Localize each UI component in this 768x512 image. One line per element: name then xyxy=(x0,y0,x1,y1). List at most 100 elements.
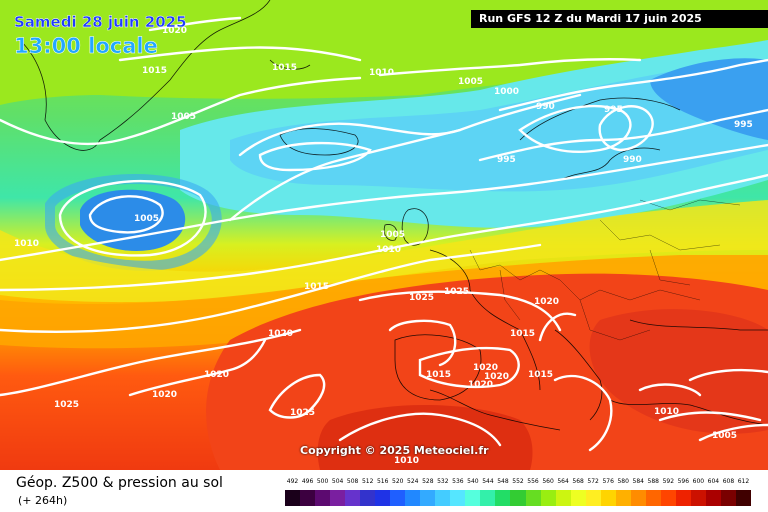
isobar-label: 1015 xyxy=(426,370,451,380)
color-scale-swatch xyxy=(615,490,631,506)
isobar-label: 1010 xyxy=(14,239,39,249)
isobar-label: 1020 xyxy=(473,363,498,373)
isobar-label: 995 xyxy=(604,105,623,115)
isobar-labels: 1020 1015 1015 1010 1005 1000 990 995 99… xyxy=(14,26,753,466)
color-scale-label: 592 xyxy=(662,478,675,485)
isobar-label: 1010 xyxy=(369,68,394,78)
color-scale-labels: 492 496 500 504 508 512 516 520 524 528 532 536 540 5… xyxy=(285,478,751,488)
color-scale-swatch xyxy=(585,490,601,506)
legend-title: Géop. Z500 & pression au sol xyxy=(16,475,223,491)
isobar-label: 1000 xyxy=(494,87,519,97)
isobar-label: 1020 xyxy=(484,372,509,382)
color-scale-label: 568 xyxy=(572,478,584,485)
color-scale-label: 536 xyxy=(452,478,464,485)
legend-subtitle: (+ 264h) xyxy=(18,494,68,507)
color-scale-label: 516 xyxy=(376,478,389,485)
isobar-label: 1020 xyxy=(152,390,177,400)
color-scale-swatch xyxy=(360,490,376,506)
color-scale-label: 584 xyxy=(632,478,644,485)
isobar-label: 990 xyxy=(536,102,555,112)
forecast-date: Samedi 28 juin 2025 xyxy=(14,13,187,31)
color-scale-swatch xyxy=(735,490,751,506)
isobar-label: 1015 xyxy=(510,329,535,339)
color-scale-label: 500 xyxy=(316,478,329,485)
color-scale-swatch xyxy=(600,490,616,506)
isobar-label: 1020 xyxy=(534,297,559,307)
color-scale-swatch xyxy=(420,490,436,506)
color-scale-label: 576 xyxy=(602,478,614,485)
color-scale-swatch xyxy=(645,490,661,506)
color-scale-label: 588 xyxy=(647,478,659,485)
color-scale-swatch xyxy=(540,490,556,506)
color-scale-label: 544 xyxy=(482,478,494,485)
borders xyxy=(469,199,741,341)
band-blue-ne xyxy=(650,58,768,140)
color-scale-swatch xyxy=(630,490,646,506)
color-scale-label: 556 xyxy=(527,478,539,485)
color-scale-label: 608 xyxy=(722,478,735,485)
band-darkred-east xyxy=(589,309,768,434)
isobar-label: 1010 xyxy=(394,456,419,466)
isobar-label: 1005 xyxy=(171,112,196,122)
color-scale-label: 600 xyxy=(692,478,705,485)
band-deep-red-south xyxy=(317,405,533,470)
color-scale-swatch xyxy=(690,490,706,506)
color-scale-swatch xyxy=(495,490,511,506)
isobar-label: 1010 xyxy=(376,245,401,255)
color-scale-label: 560 xyxy=(542,478,554,485)
color-scale-swatch xyxy=(465,490,481,506)
band-lightblue xyxy=(230,60,768,192)
isobar-label: 1025 xyxy=(409,293,434,303)
isobar-label: 1010 xyxy=(654,407,679,417)
color-scale-swatch xyxy=(390,490,406,506)
color-scale-swatch xyxy=(285,490,301,506)
color-scale-label: 572 xyxy=(587,478,599,485)
color-scale-swatch xyxy=(315,490,331,506)
isobar-label: 1020 xyxy=(468,380,493,390)
isobar-label: 995 xyxy=(734,120,753,130)
color-scale-swatch xyxy=(330,490,346,506)
model-run-info: Run GFS 12 Z du Mardi 17 juin 2025 xyxy=(471,10,768,28)
color-scale-bar xyxy=(285,490,751,506)
color-scale-label: 508 xyxy=(346,478,359,485)
isobar-label: 1020 xyxy=(204,370,229,380)
color-scale: 492 496 500 504 508 512 516 520 524 528 532 536 540 5… xyxy=(285,478,751,510)
color-scale-label: 540 xyxy=(467,478,479,485)
color-scale-swatch xyxy=(375,490,391,506)
color-scale-swatch xyxy=(405,490,421,506)
isobar-label: 995 xyxy=(497,155,516,165)
band-yellow xyxy=(0,200,768,303)
color-scale-swatch xyxy=(675,490,691,506)
isobar-label: 1015 xyxy=(304,282,329,292)
low-iceland-ring xyxy=(45,173,222,271)
color-scale-label: 492 xyxy=(286,478,299,485)
color-scale-swatch xyxy=(555,490,571,506)
isobar-label: 1020 xyxy=(162,26,187,36)
color-scale-label: 528 xyxy=(422,478,434,485)
color-scale-label: 496 xyxy=(301,478,314,485)
color-scale-label: 548 xyxy=(497,478,509,485)
isobar-label: 1005 xyxy=(380,230,405,240)
copyright-notice: Copyright © 2025 Meteociel.fr xyxy=(300,444,489,457)
color-scale-label: 604 xyxy=(707,478,720,485)
isobar-label: 1015 xyxy=(272,63,297,73)
color-scale-label: 564 xyxy=(557,478,569,485)
color-scale-label: 524 xyxy=(407,478,419,485)
color-scale-swatch xyxy=(510,490,526,506)
isobar-label: 1020 xyxy=(268,329,293,339)
isobars xyxy=(0,16,768,452)
coastlines xyxy=(19,0,768,431)
isobar-label: 1005 xyxy=(134,214,159,224)
isobar-label: 1025 xyxy=(54,400,79,410)
color-scale-swatch xyxy=(720,490,736,506)
color-scale-swatch xyxy=(660,490,676,506)
isobar-label: 990 xyxy=(623,155,642,165)
color-scale-label: 504 xyxy=(331,478,344,485)
color-scale-label: 552 xyxy=(512,478,524,485)
color-scale-swatch xyxy=(450,490,466,506)
geopotential-map: 1020 1015 1015 1010 1005 1000 990 995 99… xyxy=(0,0,768,470)
color-scale-swatch xyxy=(570,490,586,506)
color-scale-swatch xyxy=(525,490,541,506)
color-scale-swatch xyxy=(345,490,361,506)
